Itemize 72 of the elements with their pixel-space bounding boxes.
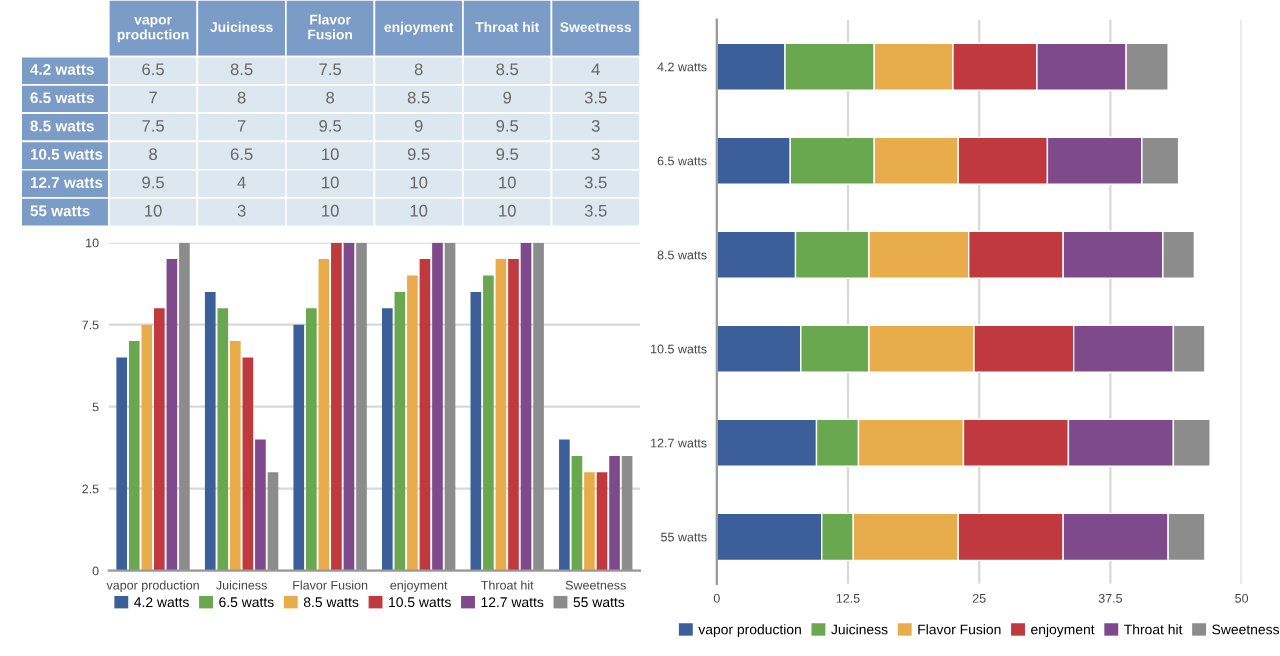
bar bbox=[255, 439, 266, 571]
data-label: 9 bbox=[503, 91, 512, 104]
data-label: 7 bbox=[237, 120, 246, 132]
data-label: 8 bbox=[326, 91, 335, 104]
bar bbox=[596, 472, 608, 571]
data-label: 7.5 bbox=[142, 120, 164, 132]
data-label: 10 bbox=[499, 204, 516, 217]
data-label: 7 bbox=[149, 91, 157, 104]
bar bbox=[444, 242, 456, 571]
data-label: 10 bbox=[322, 148, 339, 161]
bar bbox=[267, 472, 279, 571]
bar bbox=[293, 324, 305, 571]
bar bbox=[495, 259, 507, 571]
data-label: 3.5 bbox=[584, 91, 607, 104]
data-label: 3 bbox=[237, 204, 246, 217]
data-label: 8 bbox=[414, 63, 423, 76]
bar bbox=[318, 259, 330, 571]
bar bbox=[128, 341, 140, 571]
bar bbox=[204, 291, 216, 571]
data-label: 9.5 bbox=[496, 119, 519, 132]
data-label: 8.5 bbox=[230, 63, 253, 76]
bar bbox=[305, 308, 317, 571]
bar bbox=[116, 357, 128, 571]
bar bbox=[381, 308, 393, 571]
data-label: 3.5 bbox=[584, 204, 607, 217]
data-label: 7.5 bbox=[319, 63, 342, 76]
data-label: 8.5 bbox=[496, 63, 519, 76]
bar bbox=[179, 242, 190, 571]
data-label: 10 bbox=[322, 176, 339, 189]
bar bbox=[520, 242, 532, 571]
data-label: 4 bbox=[591, 63, 600, 76]
bar bbox=[154, 308, 165, 571]
data-label: 9 bbox=[414, 119, 423, 132]
data-label: 8 bbox=[149, 148, 157, 161]
data-label: 9.5 bbox=[319, 119, 342, 132]
data-label: 10 bbox=[410, 204, 428, 217]
bar bbox=[343, 242, 355, 571]
data-label: 9.5 bbox=[407, 148, 430, 161]
data-label: 10 bbox=[145, 204, 162, 217]
bar bbox=[609, 455, 620, 571]
bar bbox=[217, 308, 229, 571]
data-label: 6.5 bbox=[142, 63, 164, 76]
bar bbox=[571, 455, 583, 571]
bar bbox=[483, 275, 494, 571]
data-label: 3 bbox=[591, 148, 600, 161]
bar bbox=[559, 439, 570, 571]
data-label: 8.5 bbox=[407, 91, 430, 104]
bar bbox=[533, 242, 544, 571]
bar bbox=[419, 259, 431, 571]
data-label: 10 bbox=[410, 176, 428, 189]
data-label: 4 bbox=[237, 176, 246, 189]
bar bbox=[432, 242, 443, 571]
bar bbox=[356, 242, 367, 571]
data-label: 3.5 bbox=[584, 176, 607, 189]
bar bbox=[331, 242, 342, 571]
bar bbox=[230, 341, 241, 571]
data-label: 10 bbox=[499, 176, 516, 189]
data-label: 9.5 bbox=[496, 148, 519, 161]
bar bbox=[242, 357, 254, 571]
data-label: 8 bbox=[237, 91, 246, 104]
bar bbox=[508, 259, 519, 571]
data-label: 9.5 bbox=[142, 176, 164, 189]
bar bbox=[394, 291, 406, 571]
data-label: 6.5 bbox=[230, 148, 253, 161]
bar bbox=[166, 259, 178, 571]
bar bbox=[407, 275, 418, 571]
bar bbox=[584, 472, 595, 571]
bar bbox=[470, 291, 482, 571]
bar bbox=[621, 455, 633, 571]
data-label: 3 bbox=[591, 119, 600, 132]
bar bbox=[141, 324, 153, 571]
data-label: 10 bbox=[322, 204, 339, 217]
